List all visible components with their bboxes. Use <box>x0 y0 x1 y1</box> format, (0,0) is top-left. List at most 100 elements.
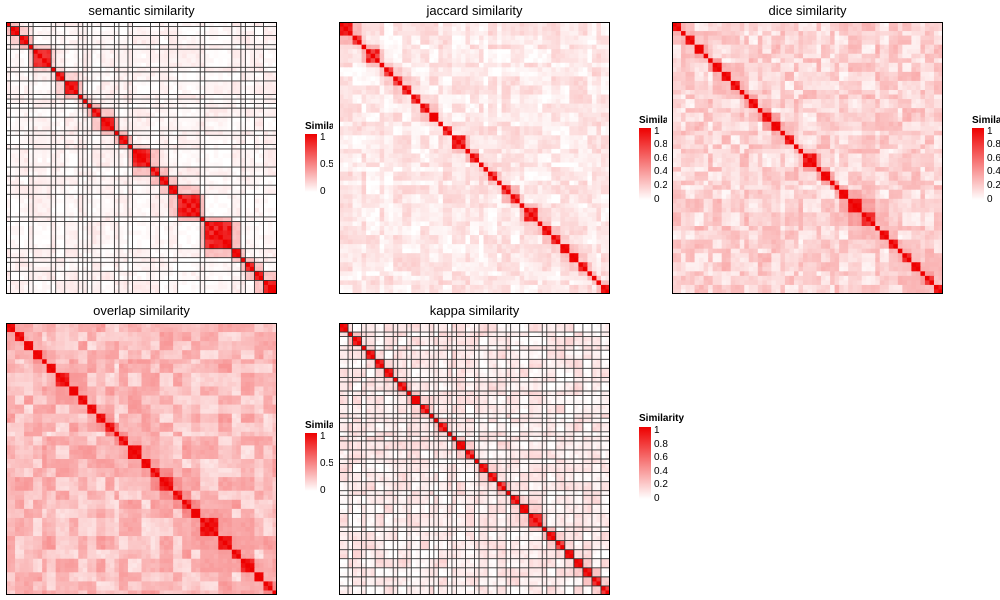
heatmap-cell <box>501 26 507 32</box>
heatmap-cell <box>173 212 179 218</box>
heatmap-cell <box>87 239 93 245</box>
heatmap-cell <box>132 280 138 286</box>
heatmap-cell <box>209 289 215 294</box>
heatmap-cell <box>357 40 363 46</box>
heatmap-cell <box>186 76 192 82</box>
heatmap-cell <box>258 26 265 32</box>
heatmap-cell <box>587 112 593 118</box>
heatmap-cell <box>506 94 512 100</box>
heatmap-cell <box>420 103 426 109</box>
heatmap-cell <box>177 248 183 254</box>
heatmap-cell <box>569 94 575 100</box>
heatmap-cell <box>64 244 70 250</box>
heatmap-cell <box>218 203 224 209</box>
heatmap-cell <box>600 40 607 46</box>
heatmap-cell <box>123 130 129 136</box>
heatmap-cell <box>87 216 93 223</box>
heatmap-cell <box>218 31 224 37</box>
heatmap-cell <box>209 239 215 245</box>
heatmap-cell <box>164 40 170 46</box>
heatmap-cell <box>258 171 265 177</box>
heatmap-cell <box>555 117 561 123</box>
heatmap-cell <box>433 35 439 41</box>
heatmap-cell <box>263 49 269 55</box>
heatmap-cell <box>141 180 147 186</box>
heatmap-cell <box>578 26 584 32</box>
heatmap-cell <box>127 180 134 186</box>
heatmap-cell <box>173 230 179 236</box>
heatmap-cell <box>569 44 575 50</box>
heatmap-cell <box>411 67 417 73</box>
heatmap-cell <box>195 35 201 41</box>
heatmap-cell <box>272 158 277 164</box>
heatmap-cell <box>33 289 39 294</box>
heatmap-cell <box>69 126 75 132</box>
heatmap-cell <box>177 67 183 73</box>
heatmap-cell <box>204 185 210 191</box>
heatmap-cell <box>442 35 448 41</box>
heatmap-cell <box>55 49 61 55</box>
heatmap-cell <box>195 262 201 268</box>
heatmap-cell <box>109 289 115 294</box>
heatmap-cell <box>33 85 39 91</box>
heatmap-cell <box>258 257 265 263</box>
heatmap-cell <box>569 99 575 105</box>
heatmap-cell <box>578 67 584 73</box>
heatmap-cell <box>524 80 530 87</box>
heatmap-cell <box>366 31 372 37</box>
heatmap-cell <box>227 40 233 46</box>
heatmap-cell <box>204 139 210 145</box>
heatmap-cell <box>55 275 61 281</box>
heatmap-cell <box>146 103 152 109</box>
heatmap-cell <box>438 26 444 32</box>
heatmap-cell <box>258 176 265 182</box>
heatmap-cell <box>469 58 476 64</box>
heatmap-cell <box>24 212 30 218</box>
heatmap-cell <box>105 67 111 73</box>
heatmap-cell <box>24 253 30 259</box>
heatmap-cell <box>249 226 256 232</box>
heatmap-cell <box>524 117 530 123</box>
heatmap-cell <box>429 31 435 37</box>
heatmap-cell <box>343 108 349 114</box>
heatmap-cell <box>227 257 233 263</box>
heatmap-cell <box>451 99 458 105</box>
heatmap-cell <box>379 49 385 55</box>
heatmap-cell <box>524 94 530 100</box>
heatmap-cell <box>483 22 489 28</box>
heatmap-cell <box>10 135 16 141</box>
heatmap-cell <box>231 53 237 59</box>
heatmap-cell <box>582 99 589 105</box>
heatmap-cell <box>159 153 165 159</box>
heatmap-cell <box>506 80 512 87</box>
heatmap-cell <box>146 158 152 164</box>
heatmap-cell <box>348 31 354 37</box>
heatmap-cell <box>55 212 61 218</box>
heatmap-cell <box>78 230 84 236</box>
heatmap-cell <box>150 266 156 272</box>
heatmap-cell <box>69 271 75 277</box>
heatmap-cell <box>469 67 476 73</box>
heatmap-cell <box>150 248 156 254</box>
heatmap-cell <box>227 90 233 96</box>
heatmap-cell <box>60 135 66 141</box>
heatmap-cell <box>87 153 93 159</box>
heatmap-cell <box>123 158 129 164</box>
heatmap-cell <box>236 167 242 173</box>
heatmap-cell <box>69 153 75 159</box>
heatmap-cell <box>370 58 376 64</box>
heatmap-cell <box>60 230 66 236</box>
heatmap-cell <box>24 176 30 182</box>
heatmap-cell <box>213 35 219 41</box>
heatmap-cell <box>60 71 66 77</box>
heatmap-cell <box>191 49 197 55</box>
heatmap-cell <box>164 90 170 96</box>
heatmap-cell <box>492 80 498 87</box>
heatmap-cell <box>406 80 412 87</box>
heatmap-cell <box>524 44 530 50</box>
heatmap-cell <box>60 185 66 191</box>
heatmap-cell <box>33 253 39 259</box>
heatmap-cell <box>105 153 111 159</box>
heatmap-cell <box>191 148 197 155</box>
heatmap-cell <box>177 148 183 155</box>
